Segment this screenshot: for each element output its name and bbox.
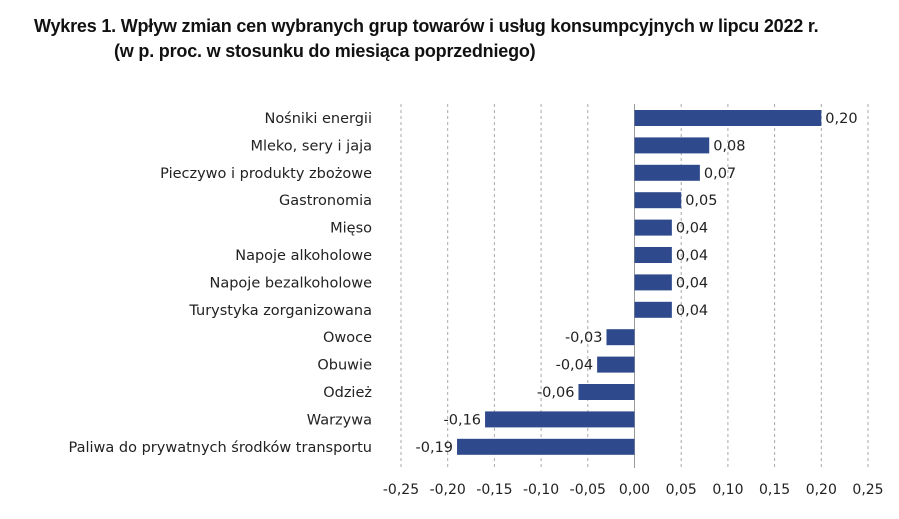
x-tick-label: 0,05: [666, 482, 697, 498]
bar: [634, 301, 672, 318]
category-label: Nośniki energii: [264, 111, 372, 127]
label-layer: Nośniki energii 0,20 Mleko, sery i jaja 0,0…: [69, 111, 858, 456]
bar: [634, 110, 822, 126]
data-label: 0,08: [713, 138, 745, 154]
data-label: -0,06: [537, 385, 575, 401]
data-label: -0,03: [565, 330, 603, 346]
category-label: Mięso: [330, 221, 372, 237]
data-label: -0,04: [556, 358, 594, 374]
data-label: 0,05: [685, 193, 717, 209]
x-tick-label: 0,25: [852, 482, 883, 498]
category-label: Warzywa: [307, 412, 372, 428]
category-label: Napoje bezalkoholowe: [209, 275, 372, 291]
x-tick-label: -0,10: [523, 482, 559, 498]
data-label: 0,04: [676, 275, 708, 291]
bar: [634, 247, 672, 263]
category-label: Pieczywo i produkty zbożowe: [160, 166, 372, 182]
category-label: Obuwie: [317, 358, 372, 374]
bar: [606, 329, 635, 346]
data-label: 0,07: [704, 166, 736, 182]
category-label: Mleko, sery i jaja: [250, 138, 372, 154]
x-tick-label: 0,20: [806, 482, 837, 498]
data-label: 0,04: [676, 221, 708, 237]
bar: [634, 274, 672, 291]
x-axis: -0,25 -0,20 -0,15 -0,10 -0,05 0,00 0,05 0,10 0,1…: [383, 482, 884, 498]
bar: [578, 384, 635, 400]
chart-subtitle: (w p. proc. w stosunku do miesiąca poprz…: [114, 41, 536, 61]
bar: [634, 219, 672, 236]
bar: [634, 192, 682, 209]
x-tick-label: -0,15: [476, 482, 512, 498]
bar: [597, 356, 635, 373]
chart-title: Wykres 1. Wpływ zmian cen wybranych grup…: [34, 14, 819, 64]
x-tick-label: -0,05: [570, 482, 606, 498]
x-tick-label: 0,15: [759, 482, 790, 498]
x-tick-label: -0,25: [383, 482, 419, 498]
data-label: 0,04: [676, 248, 708, 264]
chart-title-main: Wykres 1. Wpływ zmian cen wybranych grup…: [34, 16, 819, 36]
grid-layer: [400, 104, 869, 468]
category-label: Gastronomia: [279, 193, 372, 209]
category-label: Owoce: [323, 330, 372, 346]
category-label: Turystyka zorganizowana: [188, 303, 372, 319]
x-tick-label: 0,10: [712, 482, 743, 498]
bar: [634, 164, 700, 181]
x-tick-label: -0,20: [430, 482, 466, 498]
bar-layer: [457, 110, 822, 455]
x-tick-label: 0,00: [619, 482, 650, 498]
bar: [457, 438, 635, 455]
category-label: Paliwa do prywatnych środków transportu: [69, 440, 372, 456]
category-label: Odzież: [323, 385, 372, 401]
bar: [634, 137, 710, 154]
bar: [485, 411, 635, 428]
category-label: Napoje alkoholowe: [235, 248, 372, 264]
data-label: -0,16: [444, 412, 482, 428]
data-label: -0,19: [416, 440, 454, 456]
data-label: 0,04: [676, 303, 708, 319]
data-label: 0,20: [825, 111, 857, 127]
